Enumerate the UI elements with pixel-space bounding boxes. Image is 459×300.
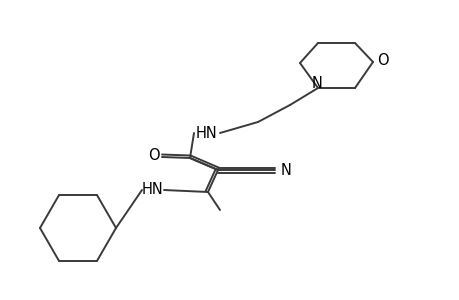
Text: O: O	[376, 52, 388, 68]
Text: HN: HN	[142, 182, 163, 197]
Text: N: N	[311, 76, 322, 91]
Text: O: O	[148, 148, 159, 163]
Text: HN: HN	[196, 125, 218, 140]
Text: N: N	[280, 163, 291, 178]
